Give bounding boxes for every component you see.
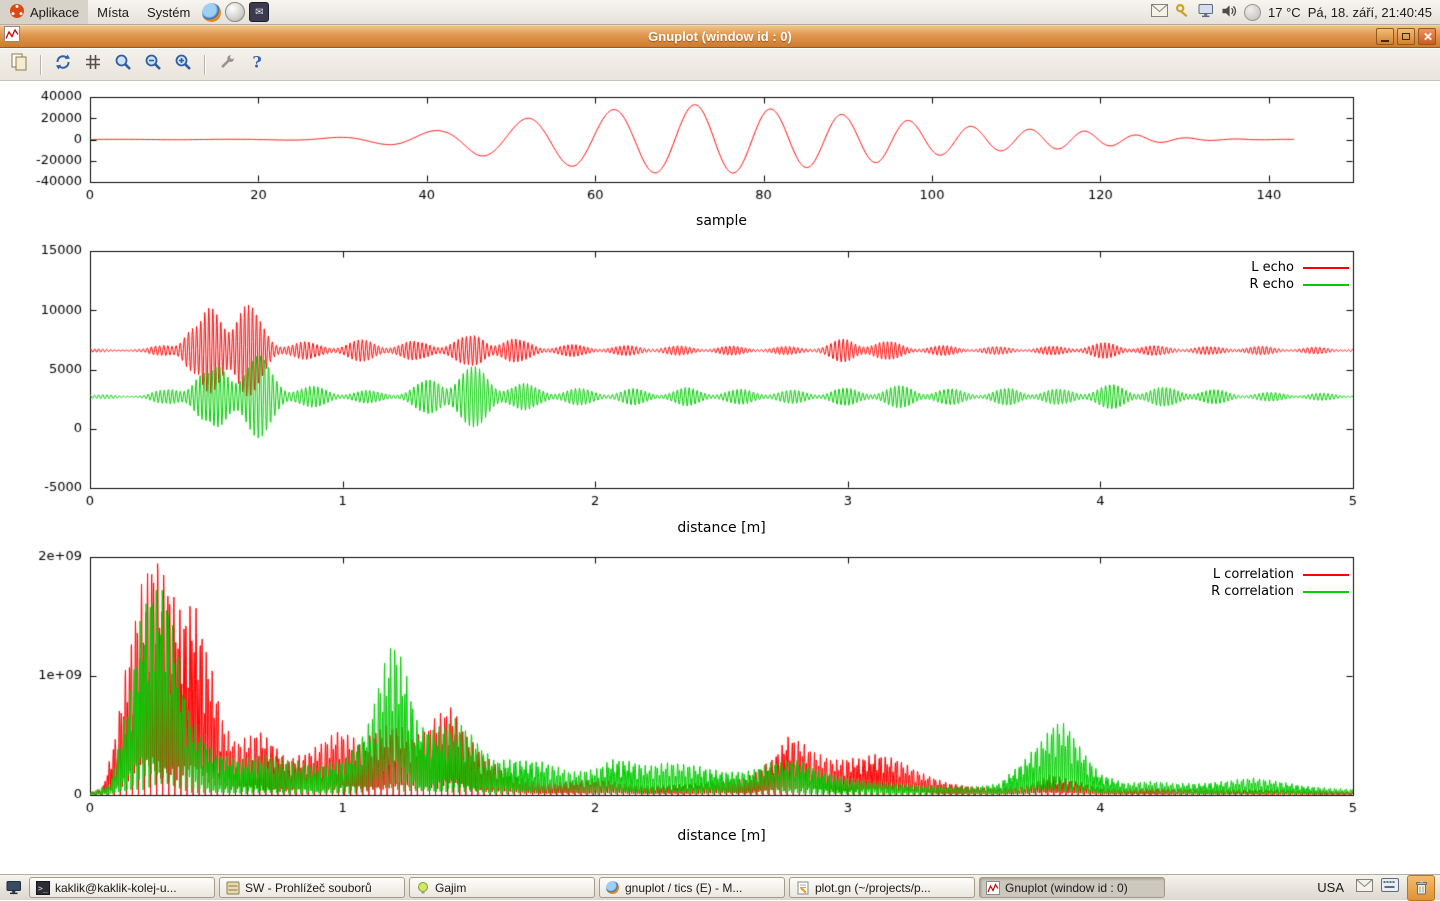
- keyboard-layout-indicator[interactable]: USA: [1317, 880, 1344, 895]
- help-icon: [225, 2, 246, 22]
- maximize-button[interactable]: [1397, 28, 1415, 45]
- minimize-button[interactable]: [1376, 28, 1394, 45]
- legend-label: R echo: [1249, 277, 1294, 292]
- gnuplot-window-icon: [4, 26, 20, 47]
- refresh-icon: [53, 52, 73, 77]
- launcher-screenshot[interactable]: ✉: [247, 0, 271, 24]
- chart2-xlabel: distance [m]: [677, 520, 766, 536]
- trash-icon: [1415, 881, 1427, 895]
- menu-places-label: Místa: [97, 4, 129, 20]
- task-button-firefox[interactable]: gnuplot / tics (E) - M...: [599, 877, 785, 898]
- task-label: plot.gn (~/projects/p...: [815, 880, 931, 895]
- minimize-icon: [1381, 40, 1389, 42]
- show-desktop-button[interactable]: [3, 877, 25, 898]
- toolbar-zoom-previous-button[interactable]: [140, 52, 166, 78]
- copy-icon: [9, 52, 29, 77]
- volume-icon[interactable]: [1221, 3, 1237, 22]
- menu-system-label: Systém: [146, 4, 191, 20]
- task-label: Gajim: [435, 880, 467, 895]
- chart3-legend: L correlation R correlation: [1211, 566, 1349, 600]
- input-method-icon[interactable]: [1381, 878, 1399, 897]
- clock[interactable]: Pá, 18. září, 21:40:45: [1307, 4, 1432, 20]
- toolbar-zoom-region-button[interactable]: [110, 52, 136, 78]
- legend-entry-r-echo: R echo: [1249, 276, 1349, 293]
- wrench-icon: [217, 52, 237, 77]
- task-button-editor[interactable]: plot.gn (~/projects/p...: [789, 877, 975, 898]
- chart2-legend: L echo R echo: [1249, 259, 1349, 293]
- grid-icon: [83, 52, 103, 77]
- legend-entry-r-correlation: R correlation: [1211, 583, 1349, 600]
- task-button-gajim[interactable]: Gajim: [409, 877, 595, 898]
- help-question-icon: ?: [247, 52, 267, 77]
- task-button-gnuplot[interactable]: Gnuplot (window id : 0): [979, 877, 1165, 898]
- legend-entry-l-echo: L echo: [1249, 259, 1349, 276]
- menu-system[interactable]: Systém: [138, 0, 199, 24]
- legend-line-sample: [1303, 573, 1349, 576]
- firefox-icon: [605, 880, 620, 895]
- maximize-icon: [1402, 33, 1410, 40]
- menu-applications[interactable]: Aplikace: [0, 0, 89, 24]
- firefox-icon: [201, 2, 221, 22]
- terminal-icon: >_: [35, 880, 50, 895]
- gnome-top-panel: Aplikace Místa Systém ✉ 17 °C Pá, 18. zá…: [0, 0, 1440, 25]
- chart1-xlabel: sample: [696, 213, 747, 229]
- text-editor-icon: [795, 880, 810, 895]
- svg-text:?: ?: [252, 53, 261, 72]
- remote-display-icon[interactable]: [1198, 3, 1214, 21]
- mail-icon[interactable]: [1356, 878, 1373, 897]
- legend-label: R correlation: [1211, 584, 1294, 599]
- keyring-icon[interactable]: [1175, 3, 1191, 22]
- legend-entry-l-correlation: L correlation: [1211, 566, 1349, 583]
- task-label: gnuplot / tics (E) - M...: [625, 880, 743, 895]
- task-label: SW - Prohlížeč souborů: [245, 880, 372, 895]
- gnuplot-icon: [985, 880, 1000, 895]
- legend-line-sample: [1303, 283, 1349, 286]
- launcher-firefox[interactable]: [199, 0, 223, 24]
- legend-label: L echo: [1251, 260, 1294, 275]
- legend-line-sample: [1303, 590, 1349, 593]
- taskbar-right-cluster: USA: [1313, 874, 1437, 901]
- gnuplot-toolbar: ?: [0, 49, 1440, 81]
- toolbar-copy-button[interactable]: [6, 52, 32, 78]
- trash-applet[interactable]: [1407, 874, 1435, 901]
- close-icon: [1423, 32, 1432, 41]
- task-button-terminal[interactable]: >_ kaklik@kaklik-kolej-u...: [29, 877, 215, 898]
- window-titlebar[interactable]: Gnuplot (window id : 0): [0, 25, 1440, 48]
- legend-label: L correlation: [1212, 567, 1294, 582]
- close-button[interactable]: [1418, 28, 1436, 45]
- legend-line-sample: [1303, 266, 1349, 269]
- screenshot-icon: ✉: [249, 2, 270, 22]
- gnome-taskbar: >_ kaklik@kaklik-kolej-u... SW - Prohlíž…: [0, 874, 1440, 901]
- launcher-help[interactable]: [223, 0, 247, 24]
- toolbar-help-button[interactable]: ?: [244, 52, 270, 78]
- window-title: Gnuplot (window id : 0): [648, 29, 792, 44]
- chart3-xlabel: distance [m]: [677, 828, 766, 844]
- magnifier-plus-icon: [173, 52, 193, 77]
- svg-text:>_: >_: [38, 884, 48, 893]
- menu-places[interactable]: Místa: [88, 0, 138, 24]
- desktop-icon: [6, 881, 21, 895]
- menu-applications-label: Aplikace: [30, 4, 80, 20]
- ubuntu-logo-icon: [9, 3, 25, 22]
- task-label: Gnuplot (window id : 0): [1005, 880, 1128, 895]
- mail-notification-icon[interactable]: [1151, 4, 1169, 20]
- toolbar-replot-button[interactable]: [50, 52, 76, 78]
- system-tray: 17 °C Pá, 18. září, 21:40:45: [1151, 0, 1440, 24]
- toolbar-grid-button[interactable]: [80, 52, 106, 78]
- magnifier-minus-icon: [143, 52, 163, 77]
- toolbar-separator: [40, 54, 42, 75]
- temperature-indicator[interactable]: 17 °C: [1268, 4, 1301, 20]
- magnifier-icon: [113, 52, 133, 77]
- gajim-icon: [415, 880, 430, 895]
- task-button-file-browser[interactable]: SW - Prohlížeč souborů: [219, 877, 405, 898]
- task-label: kaklik@kaklik-kolej-u...: [55, 880, 177, 895]
- toolbar-settings-button[interactable]: [214, 52, 240, 78]
- file-manager-icon: [225, 880, 240, 895]
- toolbar-zoom-next-button[interactable]: [170, 52, 196, 78]
- toolbar-separator: [204, 54, 206, 75]
- weather-icon[interactable]: [1244, 3, 1262, 21]
